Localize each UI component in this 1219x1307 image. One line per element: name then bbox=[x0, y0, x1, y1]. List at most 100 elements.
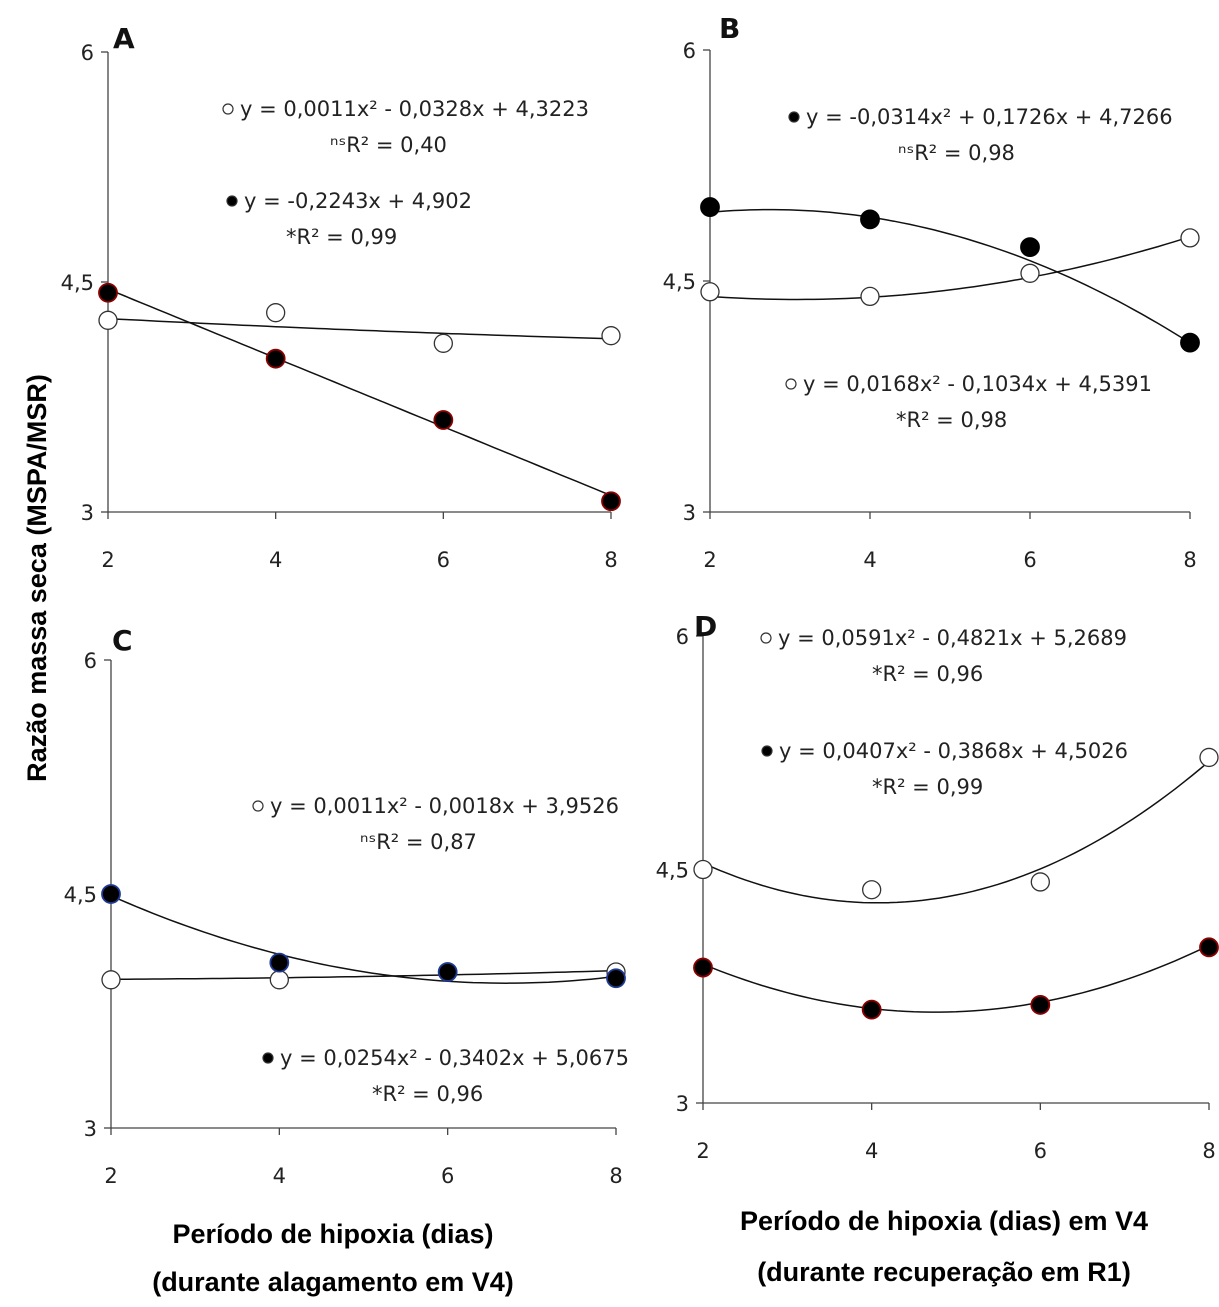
data-point-open bbox=[860, 286, 880, 307]
regression-equation: y = 0,0011x² - 0,0018x + 3,9526 bbox=[270, 794, 619, 818]
x-tick-label: 6 bbox=[1034, 1139, 1047, 1163]
y-tick-label: 6 bbox=[683, 39, 696, 63]
equation-marker-closed bbox=[788, 111, 800, 123]
data-point-closed bbox=[606, 968, 626, 989]
data-point-closed bbox=[98, 282, 118, 303]
equation-marker-open bbox=[760, 632, 772, 644]
r-squared-label: *R² = 0,99 bbox=[872, 775, 983, 799]
r-squared-label: ⁿˢR² = 0,40 bbox=[330, 133, 447, 157]
regression-equation: y = 0,0011x² - 0,0328x + 4,3223 bbox=[240, 97, 589, 121]
r-squared-label: *R² = 0,96 bbox=[872, 662, 983, 686]
data-point-closed bbox=[437, 962, 458, 982]
fit-curve-closed bbox=[110, 895, 617, 984]
r-squared-label: ⁿˢR² = 0,98 bbox=[898, 141, 1015, 165]
data-point-closed bbox=[1020, 237, 1040, 258]
x-tick-label: 2 bbox=[101, 548, 114, 572]
fit-curve-open bbox=[107, 317, 612, 340]
x-axis-label-right-line1: Período de hipoxia (dias) em V4 bbox=[740, 1206, 1148, 1236]
y-tick-label: 4,5 bbox=[663, 270, 696, 294]
data-point-open bbox=[700, 282, 720, 302]
data-point-closed bbox=[693, 957, 713, 978]
x-tick-label: 2 bbox=[703, 548, 716, 572]
x-tick-label: 2 bbox=[104, 1164, 117, 1188]
regression-equation: y = 0,0168x² - 0,1034x + 4,5391 bbox=[803, 372, 1152, 396]
equation-marker-open bbox=[785, 378, 797, 390]
x-axis-label-left-line2: (durante alagamento em V4) bbox=[152, 1267, 514, 1297]
data-point-closed bbox=[1030, 995, 1051, 1015]
x-tick-label: 8 bbox=[1202, 1139, 1215, 1163]
data-point-closed bbox=[700, 197, 720, 217]
x-tick-label: 4 bbox=[865, 1139, 878, 1163]
data-point-open bbox=[1180, 228, 1200, 248]
x-tick-label: 6 bbox=[1023, 548, 1036, 572]
data-point-open bbox=[862, 880, 882, 900]
y-tick-label: 3 bbox=[676, 1092, 689, 1116]
x-axis-label-right-line2: (durante recuperação em R1) bbox=[757, 1257, 1131, 1287]
y-tick-label: 6 bbox=[81, 41, 94, 65]
y-tick-label: 4,5 bbox=[64, 883, 97, 907]
data-point-closed bbox=[269, 952, 290, 973]
equation-marker-closed bbox=[262, 1052, 274, 1064]
data-point-open bbox=[693, 859, 713, 880]
y-axis-label: Razão massa seca (MSPA/MSR) bbox=[22, 374, 52, 782]
data-point-open bbox=[98, 310, 118, 330]
x-tick-label: 6 bbox=[437, 548, 450, 572]
fit-curve-open bbox=[110, 969, 617, 981]
data-point-closed bbox=[433, 410, 454, 430]
data-point-open bbox=[1020, 263, 1040, 283]
data-point-open bbox=[1199, 747, 1219, 768]
panel-c: 3 4,5 6 2 4 6 8 Cy = 0,0011x² - 0,0018x + 3,952… bbox=[64, 624, 629, 1188]
y-tick-label: 4,5 bbox=[61, 271, 94, 295]
panel-letter: C bbox=[112, 624, 133, 657]
data-point-open bbox=[601, 326, 621, 346]
x-tick-label: 8 bbox=[609, 1164, 622, 1188]
fit-curve-closed bbox=[709, 208, 1191, 344]
panel-letter: A bbox=[113, 22, 135, 55]
y-tick-label: 3 bbox=[683, 501, 696, 525]
y-tick-label: 3 bbox=[84, 1117, 97, 1141]
fit-curve-closed bbox=[107, 288, 612, 497]
panel-letter: B bbox=[719, 12, 740, 45]
data-point-closed bbox=[860, 209, 880, 230]
x-tick-label: 4 bbox=[269, 548, 282, 572]
r-squared-label: *R² = 0,96 bbox=[372, 1082, 483, 1106]
fit-curve-closed bbox=[702, 944, 1210, 1013]
y-tick-label: 6 bbox=[676, 625, 689, 649]
x-tick-label: 6 bbox=[441, 1164, 454, 1188]
panel-letter: D bbox=[694, 610, 717, 643]
data-point-closed bbox=[1180, 332, 1200, 353]
x-tick-label: 8 bbox=[1183, 548, 1196, 572]
panel-b: 3 4,5 6 2 4 6 8 By = -0,0314x² + 0,1726x + 4,72… bbox=[663, 12, 1200, 572]
regression-equation: y = -0,0314x² + 0,1726x + 4,7266 bbox=[806, 105, 1173, 129]
r-squared-label: *R² = 0,98 bbox=[896, 408, 1007, 432]
data-point-closed bbox=[101, 884, 121, 904]
y-tick-label: 3 bbox=[81, 501, 94, 525]
regression-equation: y = -0,2243x + 4,902 bbox=[244, 189, 472, 213]
data-point-closed bbox=[861, 999, 882, 1020]
x-axis-label-left-line1: Período de hipoxia (dias) bbox=[172, 1219, 493, 1249]
equation-marker-closed bbox=[761, 745, 773, 757]
x-tick-label: 4 bbox=[273, 1164, 286, 1188]
data-point-closed bbox=[1199, 937, 1219, 958]
regression-equation: y = 0,0591x² - 0,4821x + 5,2689 bbox=[778, 626, 1127, 650]
data-point-closed bbox=[265, 348, 286, 369]
panel-a: 3 4,5 6 2 4 6 8 Ay = 0,0011x² - 0,0328x + 4,322… bbox=[61, 22, 621, 572]
regression-equation: y = 0,0407x² - 0,3868x + 4,5026 bbox=[779, 739, 1128, 763]
r-squared-label: *R² = 0,99 bbox=[286, 225, 397, 249]
fit-curve-open bbox=[709, 236, 1191, 301]
x-tick-label: 2 bbox=[696, 1139, 709, 1163]
data-point-closed bbox=[601, 491, 621, 512]
data-point-open bbox=[101, 970, 121, 990]
y-tick-label: 6 bbox=[84, 649, 97, 673]
fit-curve-open bbox=[702, 760, 1210, 904]
y-tick-label: 4,5 bbox=[656, 859, 689, 883]
data-point-open bbox=[269, 970, 289, 990]
panel-d: 3 4,5 6 2 4 6 8 D y = 0,0591x² - 0,4821x + 5,268… bbox=[656, 610, 1219, 1163]
data-point-open bbox=[433, 333, 453, 353]
regression-equation: y = 0,0254x² - 0,3402x + 5,0675 bbox=[280, 1046, 629, 1070]
equation-marker-closed bbox=[226, 195, 238, 207]
x-tick-label: 8 bbox=[604, 548, 617, 572]
r-squared-label: ⁿˢR² = 0,87 bbox=[360, 830, 477, 854]
x-tick-label: 4 bbox=[863, 548, 876, 572]
